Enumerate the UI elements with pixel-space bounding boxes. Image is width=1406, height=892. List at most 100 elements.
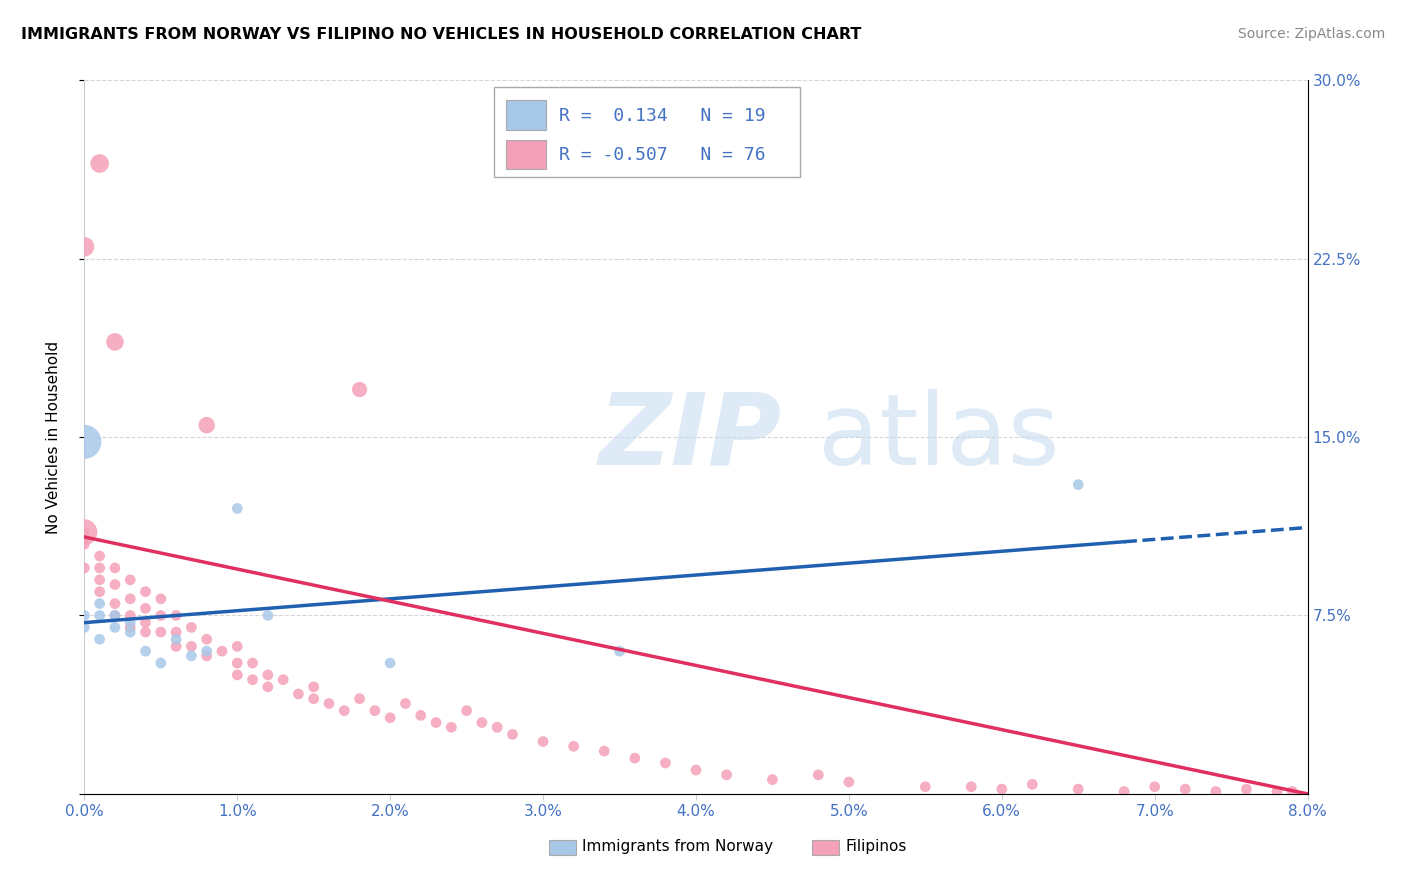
Point [89,597,111,611]
Point [807,768,830,782]
Point [104,608,127,623]
Point [135,644,157,658]
Point [1174,782,1197,797]
Point [349,383,371,397]
Point [1143,780,1166,794]
Point [440,720,463,734]
Point [471,715,494,730]
Point [349,691,371,706]
Point [1236,782,1258,797]
FancyBboxPatch shape [506,100,546,130]
Point [1265,784,1288,798]
Point [318,697,340,711]
Point [685,763,707,777]
Point [135,615,157,630]
Text: Source: ZipAtlas.com: Source: ZipAtlas.com [1237,27,1385,41]
Point [149,591,172,606]
Point [180,648,202,663]
Point [226,501,249,516]
Point [257,608,280,623]
Point [195,644,218,658]
Point [165,625,187,640]
Point [104,561,127,575]
Point [120,573,142,587]
Point [1205,784,1227,798]
Point [242,656,264,670]
Point [425,715,447,730]
Point [89,608,111,623]
Point [165,608,187,623]
Point [409,708,432,723]
Point [195,418,218,433]
Point [333,704,356,718]
Point [135,601,157,615]
Point [73,620,96,634]
Point [73,434,96,449]
Point [149,608,172,623]
Point [1281,784,1303,798]
Point [73,525,96,540]
Point [226,640,249,654]
Point [257,680,280,694]
Point [380,711,402,725]
FancyBboxPatch shape [813,840,839,855]
Point [302,680,325,694]
Point [364,704,387,718]
Point [302,691,325,706]
Point [89,632,111,647]
Point [257,668,280,682]
Point [135,584,157,599]
Point [1067,477,1090,491]
Point [502,727,524,741]
FancyBboxPatch shape [506,139,546,169]
Point [287,687,309,701]
Point [531,734,554,748]
Point [242,673,264,687]
Point [838,775,860,789]
Point [120,620,142,634]
FancyBboxPatch shape [494,87,800,177]
Point [104,597,127,611]
Text: R = -0.507   N = 76: R = -0.507 N = 76 [560,146,766,164]
Point [716,768,738,782]
Point [195,648,218,663]
Point [1067,782,1090,797]
Point [89,584,111,599]
Point [73,608,96,623]
Point [120,591,142,606]
Point [165,640,187,654]
Point [149,656,172,670]
Point [486,720,509,734]
Point [1021,777,1043,791]
Point [211,644,233,658]
Point [73,537,96,551]
Y-axis label: No Vehicles in Household: No Vehicles in Household [46,341,60,533]
Point [562,739,585,754]
Point [73,240,96,254]
Point [73,525,96,540]
Point [380,656,402,670]
Point [609,644,631,658]
Point [120,608,142,623]
Point [624,751,647,765]
Point [991,782,1014,797]
Text: Immigrants from Norway: Immigrants from Norway [582,839,773,855]
Point [914,780,936,794]
Point [73,561,96,575]
Point [149,625,172,640]
Point [456,704,478,718]
Text: Filipinos: Filipinos [845,839,907,855]
Point [593,744,616,758]
Point [180,620,202,634]
Point [89,573,111,587]
Point [104,577,127,591]
Text: ZIP: ZIP [598,389,782,485]
Point [1114,784,1136,798]
Point [120,625,142,640]
Point [226,668,249,682]
Point [89,156,111,170]
Point [226,656,249,670]
Point [195,632,218,647]
Text: atlas: atlas [818,389,1060,485]
Text: R =  0.134   N = 19: R = 0.134 N = 19 [560,107,766,125]
